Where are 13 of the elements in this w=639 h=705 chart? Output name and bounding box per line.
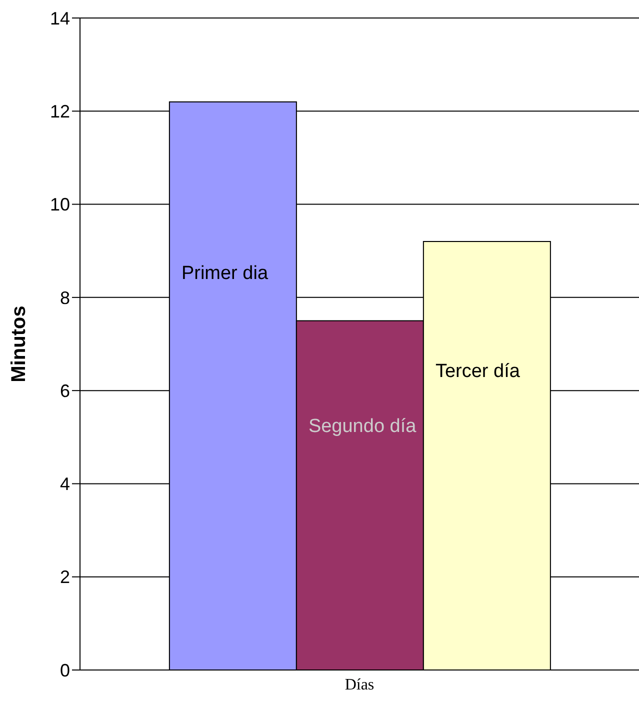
x-tick-label: Días (344, 676, 374, 694)
y-tick-label: 14 (50, 8, 70, 28)
y-tick-label: 12 (50, 102, 70, 122)
y-tick-label: 0 (60, 660, 70, 680)
y-axis-title: Minutos (8, 306, 30, 382)
y-tick-label: 10 (50, 194, 70, 215)
series-label: Segundo día (308, 416, 417, 438)
y-tick-label: 6 (60, 380, 70, 401)
y-tick-label: 8 (60, 288, 70, 308)
series-label: Primer dia (181, 263, 268, 284)
y-tick-label: 2 (60, 567, 70, 588)
series-label: Tercer día (435, 360, 520, 382)
y-tick-label: 4 (60, 474, 70, 494)
